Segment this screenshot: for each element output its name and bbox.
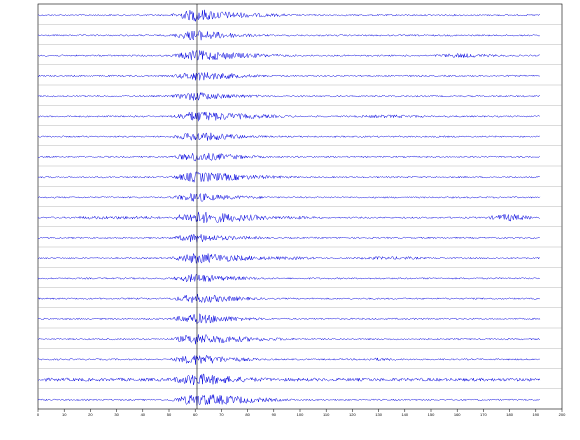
trace: [37, 273, 541, 283]
trace: [37, 92, 541, 102]
x-tick-label: 180: [506, 412, 513, 417]
x-tick-label: 70: [219, 412, 224, 417]
x-tick-label: 100: [297, 412, 304, 417]
trace: [37, 170, 540, 183]
trace: [37, 312, 541, 325]
x-tick-label: 160: [454, 412, 461, 417]
trace: [37, 71, 541, 81]
x-tick-label: 0: [37, 412, 40, 417]
x-tick-label: 40: [141, 412, 146, 417]
trace: [37, 233, 540, 243]
trace: [37, 354, 541, 365]
trace: [37, 293, 541, 304]
x-tick-label: 60: [193, 412, 198, 417]
x-tick-label: 120: [349, 412, 356, 417]
trace: [37, 394, 540, 406]
trace: [37, 49, 540, 61]
trace: [37, 373, 541, 386]
trace: [37, 252, 541, 264]
x-tick-label: 150: [428, 412, 435, 417]
trace: [37, 211, 540, 224]
x-tick-label: 80: [245, 412, 250, 417]
trace: [37, 111, 540, 122]
trace: [37, 30, 540, 41]
x-tick-label: 140: [401, 412, 408, 417]
trace: [37, 334, 540, 345]
x-tick-label: 90: [272, 412, 277, 417]
trace: [37, 192, 541, 202]
x-tick-label: 30: [114, 412, 119, 417]
trace: [37, 132, 541, 141]
x-tick-label: 190: [532, 412, 539, 417]
x-tick-label: 20: [88, 412, 93, 417]
x-tick-label: 50: [167, 412, 172, 417]
x-tick-label: 10: [62, 412, 67, 417]
x-tick-label: 110: [323, 412, 330, 417]
x-tick-label: 200: [559, 412, 566, 417]
trace: [37, 152, 540, 162]
trace: [37, 9, 541, 22]
x-tick-label: 170: [480, 412, 487, 417]
x-tick-label: 130: [375, 412, 382, 417]
